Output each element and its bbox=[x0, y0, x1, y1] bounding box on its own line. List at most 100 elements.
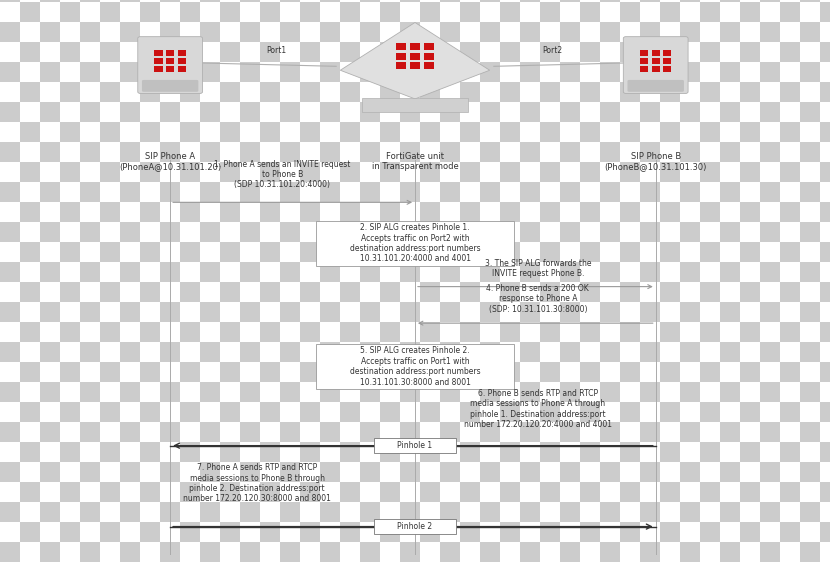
Bar bbox=[300, 482, 320, 502]
Bar bbox=[800, 2, 820, 22]
Bar bbox=[220, 162, 240, 182]
Bar bbox=[680, 242, 700, 262]
FancyBboxPatch shape bbox=[316, 344, 514, 389]
Bar bbox=[0, 462, 20, 482]
Bar bbox=[420, 482, 440, 502]
Bar bbox=[560, 382, 580, 402]
Bar bbox=[440, 522, 460, 542]
Bar bbox=[440, 262, 460, 282]
Bar bbox=[180, 242, 200, 262]
Bar bbox=[120, 402, 140, 422]
Bar bbox=[720, 142, 740, 162]
Bar bbox=[40, 242, 60, 262]
Bar bbox=[360, 282, 380, 302]
Bar bbox=[80, 482, 100, 502]
Bar bbox=[320, 122, 340, 142]
Bar bbox=[360, 22, 380, 42]
Bar bbox=[400, 0, 420, 2]
Bar bbox=[100, 202, 120, 222]
Bar bbox=[360, 422, 380, 442]
Bar bbox=[300, 382, 320, 402]
Bar bbox=[540, 42, 560, 62]
Bar bbox=[80, 222, 100, 242]
Bar bbox=[0, 322, 20, 342]
Bar bbox=[660, 202, 680, 222]
Bar bbox=[80, 182, 100, 202]
Bar bbox=[520, 262, 540, 282]
Bar bbox=[600, 422, 620, 442]
Bar bbox=[560, 282, 580, 302]
Bar bbox=[580, 122, 600, 142]
Bar bbox=[560, 542, 580, 562]
Bar bbox=[760, 0, 780, 2]
Bar bbox=[720, 42, 740, 62]
Bar bbox=[580, 2, 600, 22]
Bar bbox=[760, 62, 780, 82]
Bar bbox=[720, 62, 740, 82]
Bar bbox=[20, 22, 40, 42]
Bar bbox=[260, 162, 280, 182]
Bar bbox=[400, 162, 420, 182]
Bar bbox=[380, 442, 400, 462]
Bar bbox=[580, 542, 600, 562]
Bar bbox=[60, 162, 80, 182]
Bar bbox=[60, 382, 80, 402]
Bar bbox=[460, 502, 480, 522]
Bar bbox=[540, 222, 560, 242]
Bar bbox=[680, 382, 700, 402]
Bar bbox=[400, 82, 420, 102]
Bar bbox=[680, 262, 700, 282]
Bar bbox=[820, 302, 830, 322]
Bar bbox=[580, 202, 600, 222]
Bar bbox=[780, 262, 800, 282]
Bar bbox=[780, 502, 800, 522]
Bar bbox=[260, 222, 280, 242]
Bar bbox=[500, 142, 520, 162]
Bar bbox=[260, 322, 280, 342]
Bar bbox=[820, 242, 830, 262]
Bar bbox=[720, 442, 740, 462]
Bar bbox=[300, 2, 320, 22]
Bar bbox=[740, 42, 760, 62]
Bar bbox=[40, 262, 60, 282]
Bar bbox=[20, 422, 40, 442]
Bar bbox=[240, 362, 260, 382]
Bar bbox=[0, 522, 20, 542]
Bar bbox=[640, 382, 660, 402]
Bar bbox=[600, 142, 620, 162]
Bar bbox=[440, 382, 460, 402]
Bar bbox=[320, 242, 340, 262]
Bar bbox=[680, 462, 700, 482]
Bar bbox=[80, 282, 100, 302]
Bar bbox=[700, 22, 720, 42]
Bar bbox=[740, 22, 760, 42]
Bar bbox=[560, 222, 580, 242]
Bar bbox=[620, 0, 640, 2]
Bar bbox=[820, 282, 830, 302]
Bar bbox=[120, 522, 140, 542]
Bar bbox=[700, 262, 720, 282]
Bar bbox=[40, 42, 60, 62]
Bar bbox=[220, 502, 240, 522]
Bar bbox=[720, 82, 740, 102]
Bar bbox=[660, 382, 680, 402]
Bar bbox=[460, 442, 480, 462]
Bar bbox=[280, 142, 300, 162]
Bar bbox=[660, 42, 680, 62]
Bar bbox=[640, 442, 660, 462]
Bar bbox=[280, 362, 300, 382]
Bar bbox=[700, 342, 720, 362]
Bar bbox=[500, 502, 520, 522]
Bar bbox=[420, 202, 440, 222]
Bar bbox=[540, 202, 560, 222]
Bar bbox=[140, 42, 160, 62]
Bar bbox=[480, 62, 500, 82]
Bar bbox=[220, 182, 240, 202]
Bar bbox=[460, 142, 480, 162]
Bar bbox=[740, 302, 760, 322]
Bar bbox=[140, 282, 160, 302]
Bar bbox=[200, 402, 220, 422]
Bar bbox=[520, 302, 540, 322]
Bar bbox=[740, 462, 760, 482]
Bar bbox=[460, 262, 480, 282]
